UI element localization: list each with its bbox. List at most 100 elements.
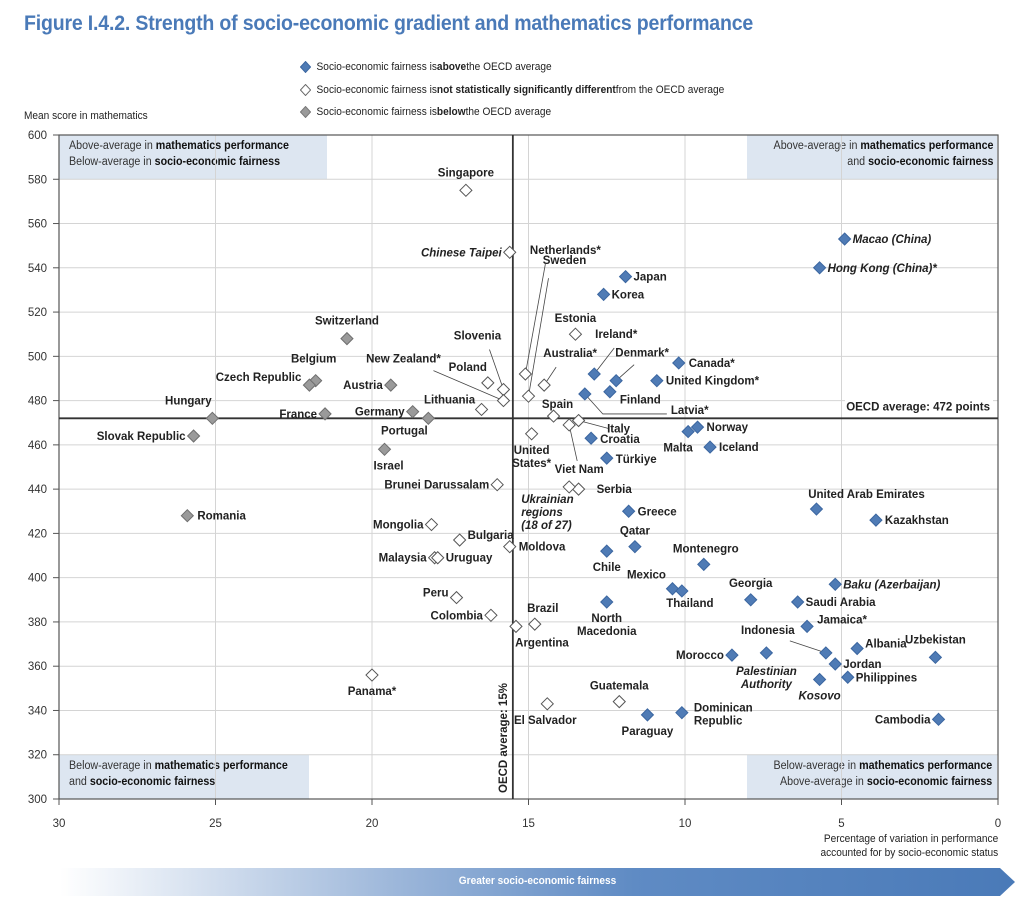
data-label-line: States*	[512, 458, 552, 470]
data-label: Moldova	[519, 542, 566, 554]
data-label: Canada*	[689, 358, 736, 370]
data-label-line: Singapore	[438, 167, 494, 179]
data-label-line: Indonesia	[741, 625, 795, 637]
data-point	[928, 650, 943, 665]
data-label-line: North	[591, 613, 622, 625]
data-point	[621, 504, 636, 518]
data-label-line: Dominican	[694, 703, 753, 715]
data-label: Slovak Republic	[97, 431, 186, 443]
data-label: Uruguay	[446, 553, 493, 565]
quad-tl-l1-bold: mathematics performance	[155, 140, 289, 152]
data-label-line: Hungary	[165, 395, 212, 407]
fairness-arrow: Greater socio-economic fairness	[60, 868, 1015, 896]
data-label-line: Baku (Azerbaijan)	[843, 579, 940, 591]
data-label: Saudi Arabia	[806, 597, 876, 609]
diamond-grey-icon	[300, 106, 312, 119]
data-label-line: Croatia	[600, 434, 640, 446]
data-label-line: Montenegro	[673, 543, 739, 555]
data-label: Ireland*	[595, 329, 638, 341]
data-label-line: Republic	[694, 716, 743, 728]
data-label-line: Spain	[542, 399, 573, 411]
data-point	[640, 708, 655, 722]
data-label: Romania	[197, 511, 246, 523]
data-label: Jamaica*	[817, 614, 867, 626]
data-point	[612, 694, 626, 709]
legend-label-pre: Socio-economic fairness is	[316, 83, 437, 96]
data-label-line: Macedonia	[577, 626, 637, 638]
data-label: Argentina	[515, 637, 569, 649]
data-label-line: Guatemala	[590, 681, 649, 693]
data-label: Hong Kong (China)*	[828, 263, 938, 275]
data-label: Türkiye	[616, 454, 657, 466]
quadrant-top-left: Above-average in mathematics performance…	[59, 135, 327, 179]
data-label: Hungary	[165, 395, 212, 407]
data-label: Jordan	[843, 659, 881, 671]
data-point	[518, 367, 533, 381]
data-label-line: Colombia	[431, 610, 484, 622]
data-point	[365, 668, 379, 682]
data-label: Belgium	[291, 354, 336, 366]
x-tick-label: 0	[995, 818, 1001, 830]
data-point	[528, 617, 542, 631]
quad-br-l2-pre: Above-average in	[780, 776, 867, 788]
data-label-line: United Kingdom*	[666, 376, 760, 388]
quad-br-l1-bold: mathematics performance	[859, 760, 993, 772]
data-label-line: Jordan	[843, 659, 881, 671]
data-label: Israel	[373, 460, 403, 472]
x-tick-label: 15	[522, 818, 535, 830]
data-label-line: Japan	[634, 272, 667, 284]
y-tick-label: 560	[28, 219, 47, 231]
data-label: United Kingdom*	[666, 376, 760, 388]
data-point	[675, 584, 689, 598]
data-label: Brunei Darussalam	[384, 480, 489, 492]
data-point	[837, 232, 852, 246]
y-tick-label: 420	[28, 528, 47, 540]
data-point	[628, 539, 642, 554]
data-label-line: United	[514, 445, 550, 457]
data-point	[340, 331, 354, 346]
label-leader-line	[433, 370, 504, 401]
data-label: Thailand	[666, 598, 713, 610]
data-label-line: Malta	[663, 443, 693, 455]
data-point	[180, 508, 195, 523]
y-tick-label: 600	[28, 130, 47, 142]
y-tick-label: 380	[28, 617, 47, 629]
quadrant-bottom-left: Below-average in mathematics performance…	[59, 755, 309, 799]
label-leader-line	[568, 424, 578, 462]
y-tick-label: 580	[28, 174, 47, 186]
data-label-line: Peru	[423, 588, 449, 600]
data-label: Lithuania	[424, 394, 476, 406]
quad-tr-l1-pre: Above-average in	[773, 140, 861, 152]
legend-label-post: the OECD average	[465, 106, 552, 119]
data-point	[474, 402, 489, 417]
quadrant-bottom-right: Below-average in mathematics performance…	[747, 755, 997, 799]
data-point	[596, 287, 611, 302]
data-label-line: Kazakhstan	[885, 515, 949, 527]
data-point	[509, 619, 523, 634]
data-label-line: Chinese Taipei	[421, 247, 503, 259]
data-label-line: Germany	[355, 407, 405, 419]
data-label: Palestinian Authority	[736, 666, 797, 691]
data-label-line: Saudi Arabia	[806, 597, 876, 609]
data-point	[302, 378, 317, 392]
data-label-line: Viet Nam	[555, 464, 604, 476]
data-label-line: Israel	[373, 460, 403, 472]
quad-bl-l1-pre: Below-average in	[69, 760, 155, 772]
data-label-line: Kosovo	[799, 690, 841, 702]
data-label: Kazakhstan	[885, 515, 949, 527]
data-label-line: Lithuania	[424, 394, 476, 406]
legend-label-pre: Socio-economic fairness is	[316, 106, 437, 119]
data-label: Morocco	[676, 650, 724, 662]
data-label: Albania	[865, 638, 907, 650]
data-point	[540, 697, 554, 711]
data-point	[703, 440, 717, 454]
data-label-line: Mexico	[627, 570, 666, 582]
data-label-line: Latvia*	[671, 405, 709, 417]
data-label: Viet Nam	[555, 464, 604, 476]
data-label-line: Romania	[197, 511, 246, 523]
data-label-line: Finland	[620, 395, 661, 407]
data-point	[828, 577, 842, 592]
data-label-line: Moldova	[519, 542, 566, 554]
data-label: Indonesia	[741, 625, 795, 637]
data-label: Brazil	[527, 603, 558, 615]
